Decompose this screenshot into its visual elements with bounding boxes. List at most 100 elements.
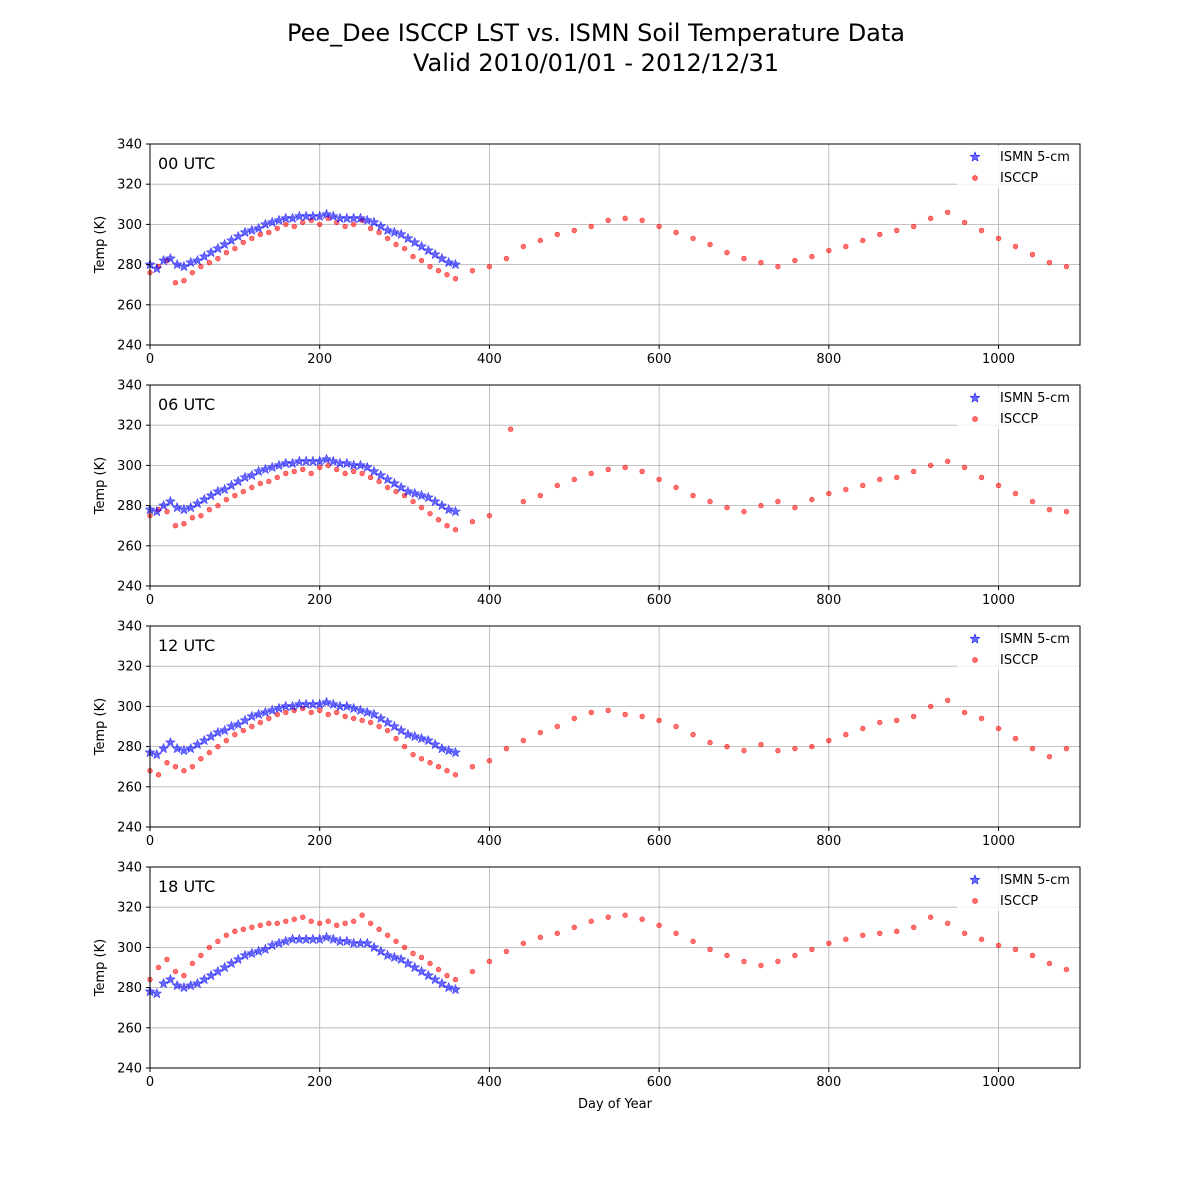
legend-isccp-marker <box>972 175 978 181</box>
panel-2: 0 200 400 600 800 1000 240 260 280 300 320 340 Temp … <box>93 620 1081 849</box>
ismn-point <box>314 455 326 467</box>
ismn-point <box>178 744 190 756</box>
isccp-point <box>826 940 832 947</box>
ismn-point <box>415 965 428 977</box>
isccp-point <box>427 263 433 270</box>
y-axis-label: Temp (K) <box>93 939 108 997</box>
isccp-point <box>206 749 213 756</box>
isccp-point <box>283 221 289 228</box>
isccp-point <box>223 932 230 939</box>
y-tick-label: 240 <box>117 1062 142 1077</box>
isccp-point <box>249 484 255 491</box>
y-tick-label: 280 <box>117 981 142 996</box>
isccp-point <box>215 743 221 750</box>
isccp-point <box>537 237 544 244</box>
ismn-point <box>341 457 353 469</box>
ismn-point <box>320 931 333 943</box>
legend-ismn-label: ISMN 5-cm <box>1000 150 1070 165</box>
panel-0: 0 200 400 600 800 1000 240 260 280 300 320 340 Temp … <box>93 138 1081 367</box>
isccp-point <box>1029 952 1036 959</box>
isccp-point <box>1063 745 1070 752</box>
ismn-point <box>361 214 373 226</box>
ismn-point <box>205 969 217 981</box>
isccp-point <box>860 725 866 732</box>
isccp-point <box>283 709 289 716</box>
ismn-point <box>449 983 462 995</box>
y-tick-label: 300 <box>117 218 142 233</box>
isccp-point <box>503 948 510 955</box>
ismn-point <box>151 262 163 274</box>
x-tick-label: 200 <box>307 352 332 367</box>
panel-label: 18 UTC <box>158 877 215 896</box>
legend-isccp-marker <box>972 416 978 422</box>
isccp-point <box>673 229 679 236</box>
isccp-point <box>927 462 934 469</box>
isccp-point <box>520 243 527 250</box>
isccp-point <box>181 277 187 284</box>
isccp-point <box>978 715 985 722</box>
ismn-point <box>273 937 285 949</box>
isccp-point <box>826 247 832 254</box>
ismn-point <box>415 732 428 744</box>
isccp-point <box>384 932 391 939</box>
ismn-point <box>266 704 278 716</box>
y-tick-label: 340 <box>117 620 142 635</box>
isccp-point <box>486 958 493 965</box>
ismn-point <box>286 700 299 712</box>
isccp-point <box>274 711 280 718</box>
isccp-point <box>843 243 849 250</box>
ismn-point <box>361 706 373 718</box>
isccp-point <box>1046 259 1053 266</box>
ismn-point <box>151 987 163 999</box>
isccp-point <box>554 482 560 489</box>
isccp-point <box>537 492 544 499</box>
isccp-point <box>910 713 917 720</box>
ismn-point <box>191 977 204 989</box>
isccp-point <box>418 755 425 762</box>
ismn-point <box>395 724 407 736</box>
x-tick-label: 600 <box>647 593 672 608</box>
isccp-point <box>223 737 230 744</box>
isccp-point <box>724 952 730 959</box>
isccp-point <box>537 729 544 736</box>
y-tick-label: 320 <box>117 178 142 193</box>
isccp-point <box>877 476 883 483</box>
isccp-point <box>300 219 306 226</box>
isccp-point <box>690 938 696 945</box>
isccp-point <box>283 918 289 924</box>
x-axis-label: Day of Year <box>578 1097 653 1112</box>
legend: ISMN 5-cm ISCCP <box>957 387 1079 429</box>
ismn-point <box>388 951 401 963</box>
ismn-point <box>239 471 251 483</box>
isccp-point <box>266 229 272 236</box>
ismn-point <box>375 469 387 481</box>
isccp-point <box>155 964 162 971</box>
isccp-point <box>410 751 416 758</box>
x-tick-label: 200 <box>307 834 332 849</box>
ismn-point <box>273 702 285 714</box>
ismn-point <box>409 487 421 499</box>
isccp-point <box>860 237 866 244</box>
isccp-point <box>877 719 883 726</box>
ismn-point <box>171 258 183 270</box>
ismn-point <box>185 256 197 268</box>
panel-1: 0 200 400 600 800 1000 240 260 280 300 320 340 Temp … <box>93 379 1081 608</box>
ismn-point <box>212 242 224 254</box>
legend-ismn-marker <box>969 151 981 162</box>
legend-ismn-label: ISMN 5-cm <box>1000 873 1070 888</box>
isccp-point <box>741 255 747 262</box>
legend-ismn-marker <box>969 633 981 644</box>
ismn-point <box>239 949 251 961</box>
y-tick-label: 260 <box>117 539 142 554</box>
ismn-point <box>348 702 360 714</box>
isccp-point <box>249 723 255 730</box>
panel-label: 00 UTC <box>158 154 215 173</box>
ismn-point <box>327 933 339 945</box>
ismn-point <box>219 724 231 736</box>
ismn-point <box>422 244 434 256</box>
isccp-point <box>843 486 849 493</box>
isccp-point <box>605 707 611 714</box>
ismn-point <box>449 746 462 758</box>
legend-isccp-marker <box>972 898 978 904</box>
isccp-point <box>775 263 781 270</box>
